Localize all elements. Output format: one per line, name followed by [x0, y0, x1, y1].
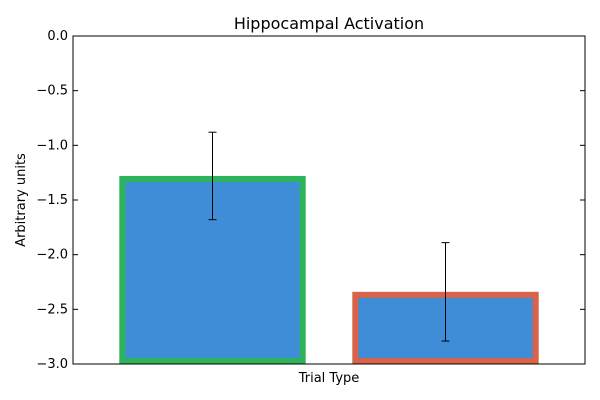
- error-bars-layer: [208, 131, 450, 342]
- y-tick-label: −2.5: [36, 302, 68, 317]
- y-axis-label: Arbitrary units: [14, 153, 29, 247]
- y-tick-label: −0.5: [36, 84, 68, 99]
- y-tick-label: −1.5: [36, 193, 68, 208]
- y-tick-label: −3.0: [36, 357, 68, 372]
- y-tick-label: −2.0: [36, 248, 68, 263]
- chart-title: Hippocampal Activation: [234, 14, 424, 33]
- y-tick-label: −1.0: [36, 138, 68, 153]
- y-tick-label: 0.0: [47, 29, 68, 44]
- x-axis-label: Trial Type: [298, 371, 360, 386]
- y-axis-ticks: 0.0 −0.5 −1.0 −1.5 −2.0 −2.5 −3.0: [36, 29, 585, 372]
- bars-layer: [119, 175, 539, 364]
